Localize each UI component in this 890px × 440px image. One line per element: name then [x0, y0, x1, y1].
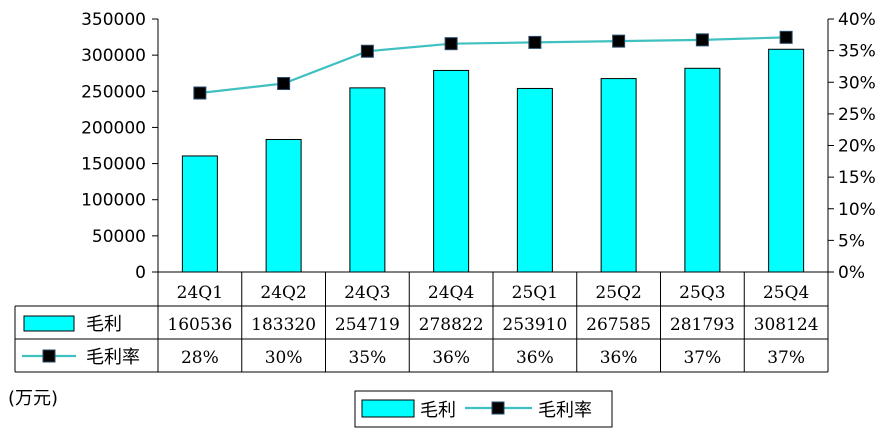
right-tick-label: 10%	[838, 200, 876, 220]
bar-25Q4	[768, 48, 805, 273]
table-swatch-bar	[23, 315, 75, 332]
table-cell-gross-profit: 183320	[251, 315, 316, 335]
x-tick-label: 24Q4	[428, 283, 474, 303]
margin-point-25Q2	[612, 34, 626, 48]
table-cell-margin: 30%	[265, 348, 303, 368]
bar-series	[181, 48, 805, 273]
bar-24Q3	[349, 87, 386, 273]
x-tick-label: 24Q3	[344, 283, 390, 303]
table-cell-margin: 35%	[348, 348, 386, 368]
legend-label: 毛利	[420, 400, 456, 421]
right-tick-label: 30%	[838, 73, 876, 93]
table-cell-gross-profit: 253910	[502, 315, 567, 335]
right-tick-label: 35%	[838, 42, 876, 62]
left-tick-label: 150000	[81, 155, 146, 175]
x-tick-label: 25Q3	[679, 283, 725, 303]
x-tick-label: 25Q4	[763, 283, 809, 303]
table-cell-margin: 36%	[516, 348, 554, 368]
table-cell-margin: 28%	[181, 348, 219, 368]
table-row-label: 毛利率	[86, 347, 140, 368]
table-cell-margin: 36%	[600, 348, 638, 368]
margin-point-24Q3	[360, 44, 374, 58]
margin-point-25Q1	[528, 35, 542, 49]
left-tick-label: 0	[135, 263, 146, 283]
margin-line	[199, 36, 787, 95]
left-tick-label: 250000	[81, 82, 146, 102]
right-tick-label: 25%	[838, 105, 876, 125]
table-cell-margin: 37%	[683, 348, 721, 368]
legend: 毛利 毛利率	[354, 390, 613, 428]
margin-point-25Q4	[779, 30, 793, 44]
bar-24Q4	[433, 69, 470, 273]
table-cell-gross-profit: 278822	[419, 315, 484, 335]
right-tick-label: 0%	[838, 263, 865, 283]
table-cell-margin: 37%	[767, 348, 805, 368]
bar-25Q3	[684, 67, 721, 273]
x-tick-label: 24Q1	[177, 283, 223, 303]
table-cell-gross-profit: 281793	[670, 315, 735, 335]
x-tick-label: 24Q2	[260, 283, 306, 303]
line-series	[193, 30, 793, 100]
bar-24Q2	[265, 138, 302, 273]
table-cell-gross-profit: 308124	[754, 315, 819, 335]
right-tick-label: 20%	[838, 137, 876, 157]
legend-label: 毛利率	[538, 400, 592, 421]
left-tick-label: 100000	[81, 191, 146, 211]
left-tick-label: 350000	[81, 10, 146, 30]
x-tick-label: 25Q1	[512, 283, 558, 303]
left-tick-label: 50000	[92, 227, 146, 247]
table-cell-gross-profit: 267585	[586, 315, 651, 335]
table-cell-gross-profit: 160536	[167, 315, 232, 335]
table-cell-margin: 36%	[432, 348, 470, 368]
margin-point-24Q1	[193, 86, 207, 100]
bar-25Q2	[600, 78, 637, 273]
table-row-label: 毛利	[86, 314, 122, 335]
bar-24Q1	[181, 155, 218, 273]
legend-swatch-marker	[491, 401, 505, 415]
legend-swatch-bar	[361, 399, 415, 418]
margin-point-24Q4	[444, 37, 458, 51]
table-swatch-marker	[42, 349, 56, 363]
unit-label: (万元)	[8, 388, 58, 409]
right-tick-label: 40%	[838, 10, 876, 30]
bar-25Q1	[516, 87, 553, 273]
left-tick-label: 200000	[81, 118, 146, 138]
data-table: 24Q1 160536 28% 24Q2 183320 30% 24Q3 254719 35% 2…	[14, 272, 829, 373]
left-tick-label: 300000	[81, 46, 146, 66]
x-tick-label: 25Q2	[595, 283, 641, 303]
right-tick-label: 5%	[838, 231, 865, 251]
margin-point-24Q2	[277, 77, 291, 91]
table-cell-gross-profit: 254719	[335, 315, 400, 335]
right-tick-label: 15%	[838, 168, 876, 188]
margin-point-25Q3	[695, 33, 709, 47]
